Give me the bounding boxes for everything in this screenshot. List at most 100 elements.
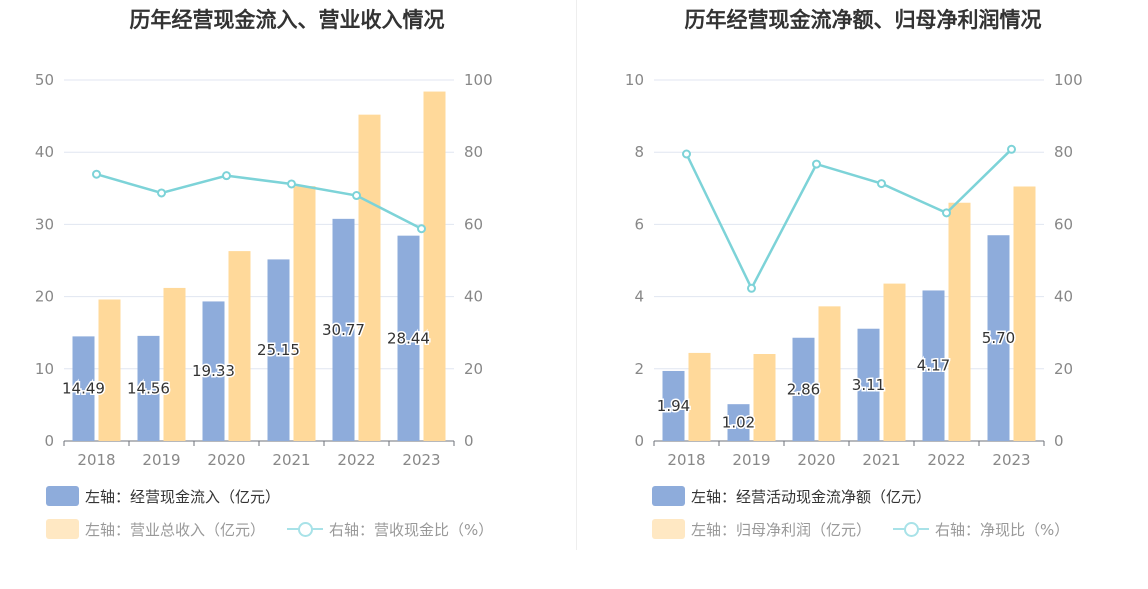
right-left-tick-label: 6 bbox=[634, 215, 644, 233]
left-category-label: 2023 bbox=[402, 451, 440, 469]
left-legend-row-1: 左轴：经营现金流入（亿元） bbox=[46, 484, 302, 508]
left-ratio-point bbox=[352, 191, 361, 201]
right-bar-secondary bbox=[1013, 186, 1036, 441]
right-category-label: 2020 bbox=[797, 451, 835, 469]
right-right-tick-label: 100 bbox=[1054, 71, 1083, 89]
right-chart-panel: 历年经营现金流净额、归母净利润情况 0 2 4 6 8 10 0 20 40 60 80 100 201… bbox=[576, 0, 1148, 560]
right-bar-data-label: 5.70 bbox=[982, 329, 1015, 347]
right-ratio-point bbox=[942, 208, 951, 218]
right-bar-primary bbox=[727, 404, 750, 441]
left-left-tick-label: 50 bbox=[35, 71, 54, 89]
left-bar-primary bbox=[137, 335, 160, 441]
left-legend-bar1[interactable]: 左轴：经营现金流入（亿元） bbox=[46, 486, 280, 507]
right-legend-bar2-swatch bbox=[652, 519, 685, 539]
right-ratio-line bbox=[685, 148, 1013, 292]
right-legend-bar2-label: 左轴：归母净利润（亿元） bbox=[691, 520, 872, 539]
left-bar-data-label: 14.56 bbox=[127, 379, 170, 397]
right-right-tick-label: 0 bbox=[1054, 432, 1064, 450]
right-legend-row-1: 左轴：经营活动现金流净额（亿元） bbox=[652, 484, 953, 508]
right-left-tick-label: 0 bbox=[634, 432, 644, 450]
right-bar-secondary bbox=[688, 352, 711, 441]
right-legend-bar1[interactable]: 左轴：经营活动现金流净额（亿元） bbox=[652, 486, 931, 507]
left-left-tick-label: 10 bbox=[35, 360, 54, 378]
right-bar-primary bbox=[792, 337, 815, 441]
left-bar-secondary bbox=[423, 91, 446, 441]
right-bar-data-label: 2.86 bbox=[787, 380, 820, 398]
right-bar-data-label: 4.17 bbox=[917, 357, 950, 375]
right-left-tick-label: 4 bbox=[634, 288, 644, 306]
left-bar-primary bbox=[202, 301, 225, 441]
right-bar-primary bbox=[662, 370, 685, 441]
left-bar-secondary bbox=[228, 251, 251, 441]
left-bar-data-label: 28.44 bbox=[387, 329, 430, 347]
right-bar-primary bbox=[922, 290, 945, 441]
left-bar-data-label: 19.33 bbox=[192, 362, 235, 380]
left-legend-bar2[interactable]: 左轴：营业总收入（亿元） bbox=[46, 519, 265, 540]
left-chart-title: 历年经营现金流入、营业收入情况 bbox=[129, 8, 445, 32]
right-right-tick-label: 60 bbox=[1054, 215, 1073, 233]
right-right-tick-label: 80 bbox=[1054, 143, 1073, 161]
right-legend-line-label: 右轴：净现比（%） bbox=[935, 520, 1070, 539]
right-bar-secondary bbox=[818, 306, 841, 441]
right-legend-row-2: 左轴：归母净利润（亿元） 右轴：净现比（%） bbox=[652, 517, 1091, 541]
left-legend-line[interactable]: 右轴：营收现金比（%） bbox=[287, 519, 493, 540]
left-left-tick-label: 40 bbox=[35, 143, 54, 161]
right-ratio-point bbox=[682, 149, 691, 159]
right-category-label: 2021 bbox=[862, 451, 900, 469]
left-ratio-point bbox=[287, 179, 296, 189]
right-bar-data-label: 1.94 bbox=[657, 397, 690, 415]
left-bar-secondary bbox=[293, 186, 316, 441]
left-chart-panel: 历年经营现金流入、营业收入情况 0 10 20 30 40 50 0 20 40 60 80 100 2… bbox=[0, 0, 574, 560]
right-bar-data-label: 3.11 bbox=[852, 376, 885, 394]
right-bar-data-label: 1.02 bbox=[722, 414, 755, 432]
right-legend-line[interactable]: 右轴：净现比（%） bbox=[893, 519, 1069, 540]
right-ratio-point bbox=[812, 159, 821, 169]
left-left-tick-label: 0 bbox=[44, 432, 54, 450]
right-bar-secondary bbox=[883, 283, 906, 441]
left-category-label: 2019 bbox=[142, 451, 180, 469]
left-legend-bar1-label: 左轴：经营现金流入（亿元） bbox=[85, 487, 281, 506]
right-bar-secondary bbox=[753, 353, 776, 441]
right-ratio-point bbox=[747, 283, 756, 293]
left-bar-primary bbox=[397, 235, 420, 441]
left-legend-bar2-label: 左轴：营业总收入（亿元） bbox=[85, 520, 266, 539]
left-right-tick-label: 80 bbox=[464, 143, 483, 161]
right-category-label: 2019 bbox=[732, 451, 770, 469]
right-category-label: 2023 bbox=[992, 451, 1030, 469]
left-right-tick-label: 100 bbox=[464, 71, 493, 89]
left-category-label: 2018 bbox=[77, 451, 115, 469]
left-legend-bar2-swatch bbox=[46, 519, 79, 539]
left-ratio-point bbox=[222, 171, 231, 181]
left-bar-primary bbox=[332, 218, 355, 441]
left-legend-bar1-swatch bbox=[46, 486, 79, 506]
left-bar-primary bbox=[72, 336, 95, 441]
left-bar-secondary bbox=[163, 287, 186, 441]
left-left-tick-label: 30 bbox=[35, 215, 54, 233]
right-category-label: 2018 bbox=[667, 451, 705, 469]
left-left-tick-label: 20 bbox=[35, 288, 54, 306]
left-ratio-line bbox=[96, 173, 423, 230]
panel-divider bbox=[576, 0, 577, 550]
right-bar-primary bbox=[857, 328, 880, 441]
right-left-tick-label: 10 bbox=[625, 71, 644, 89]
right-bar-primary bbox=[987, 235, 1010, 441]
left-legend-line-swatch bbox=[287, 519, 324, 539]
right-right-tick-label: 20 bbox=[1054, 360, 1073, 378]
right-legend-bar2[interactable]: 左轴：归母净利润（亿元） bbox=[652, 519, 871, 540]
left-right-tick-label: 60 bbox=[464, 215, 483, 233]
right-bar-secondary bbox=[948, 202, 971, 441]
left-chart-svg: 0 10 20 30 40 50 0 20 40 60 80 100 2018 2019 2020 2021 2… bbox=[35, 71, 493, 469]
left-right-tick-label: 40 bbox=[464, 288, 483, 306]
left-bar-data-label: 25.15 bbox=[257, 341, 300, 359]
right-legend-bar1-label: 左轴：经营活动现金流净额（亿元） bbox=[691, 487, 932, 506]
right-chart-title: 历年经营现金流净额、归母净利润情况 bbox=[684, 8, 1042, 32]
left-category-label: 2022 bbox=[337, 451, 375, 469]
right-legend-bar1-swatch bbox=[652, 486, 685, 506]
left-right-tick-label: 20 bbox=[464, 360, 483, 378]
left-right-tick-label: 0 bbox=[464, 432, 474, 450]
right-category-label: 2022 bbox=[927, 451, 965, 469]
left-bar-primary bbox=[267, 259, 290, 441]
right-ratio-point bbox=[877, 179, 886, 189]
left-ratio-point bbox=[92, 169, 101, 179]
